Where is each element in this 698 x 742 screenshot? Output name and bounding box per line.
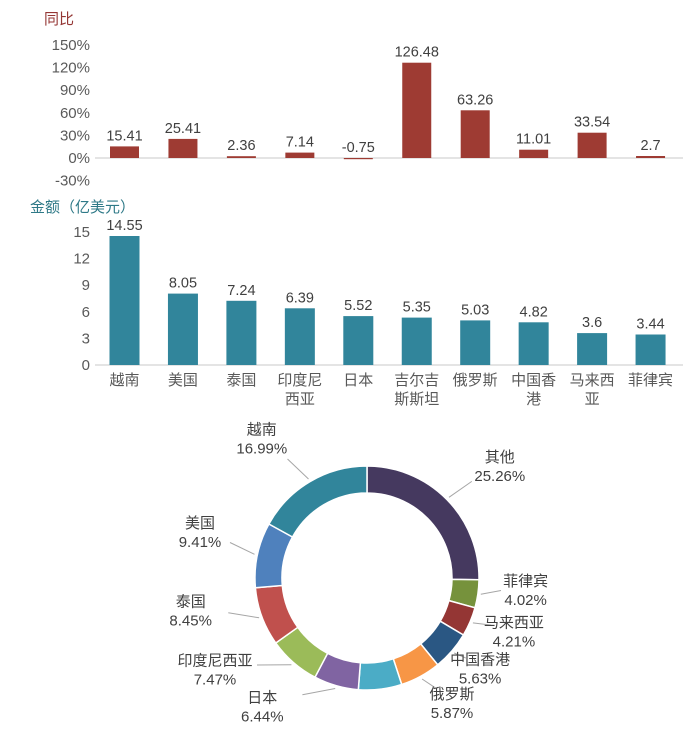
bar-value-label: 7.24 [227,283,255,299]
amount-bar [167,293,198,365]
amount-bar-chart: 15 12 9 6 3 0 14.55 8.05 7.24 6.39 5.52 5.35 5.03 4.8… [73,218,683,374]
bar-value-label: 4.82 [520,304,548,320]
y-axis-tick-label: 15 [73,224,90,241]
label-leader-line [229,542,255,555]
bar-value-label: 5.52 [344,298,372,314]
amount-bar [226,300,257,365]
y-axis-tick-label: 0% [68,150,90,167]
donut-label: 其他 25.26% [474,449,525,485]
amount-bar [577,333,608,365]
amount-bar [460,320,491,365]
x-category-label: 美国 [167,372,198,389]
donut-label: 马来西亚 4.21% [484,615,544,651]
bar-value-label: 8.05 [169,276,197,292]
label-leader-line [302,688,336,696]
amount-bar [284,308,315,365]
bar-value-label: 3.6 [582,315,602,331]
y-axis-tick-label: 60% [60,105,90,122]
yoy-bar [519,149,549,158]
donut-label: 美国 9.41% [179,515,222,551]
x-category-label: 菲律宾 [628,372,674,389]
y-axis-tick-label: 30% [60,127,90,144]
yoy-bar [168,138,198,158]
x-category-label: 马来西亚 [569,372,615,408]
label-leader-line [472,622,492,626]
bar-value-label: 33.54 [574,115,610,131]
donut-label: 日本 6.44% [241,690,284,726]
amount-bar [635,334,666,365]
yoy-bar-chart: 150% 120% 90% 60% 30% 0% -30% 15.41 25.41 2.36 7.1… [52,37,683,190]
y-axis-tick-label: 6 [82,304,90,321]
bar-value-label: 2.7 [640,138,660,154]
bar-value-label: 11.01 [516,132,551,148]
amount-bar [343,316,374,365]
label-leader-line [228,612,260,619]
yoy-bar [460,110,490,158]
donut-label: 俄罗斯 5.87% [429,686,474,722]
donut-label: 菲律宾 4.02% [503,573,548,609]
yoy-bar [110,146,139,158]
donut-label: 印度尼西亚 7.47% [177,653,252,689]
yoy-bar [343,158,373,160]
yoy-bar [577,132,607,158]
y-axis-tick-label: 150% [52,37,90,54]
x-category-label: 俄罗斯 [452,372,498,389]
amount-bar [401,317,432,365]
amount-bar [518,322,549,365]
bar-value-label: 5.03 [461,302,489,318]
donut-label: 越南 16.99% [236,422,287,458]
x-category-label: 越南 [109,372,140,389]
y-axis-tick-label: 9 [82,277,90,294]
x-category-label: 中国香港 [511,372,557,408]
share-donut-chart: 其他 25.26% 菲律宾 4.02% 马来西亚 4.21%中国香港 5.63%俄罗斯 5.8… [169,422,548,726]
x-category-label: 吉尔吉斯斯坦 [394,372,440,408]
label-leader-line [287,458,309,480]
amount-chart-title: 金额（亿美元） [30,199,136,216]
x-category-label: 日本 [343,372,374,389]
donut-label: 中国香港 5.63% [450,651,510,687]
y-axis-tick-label: -30% [55,173,90,190]
yoy-bar [636,156,666,158]
bar-value-label: 6.39 [286,290,314,306]
bar-value-label: 15.41 [106,128,142,144]
y-axis-tick-label: 120% [52,60,90,77]
y-axis-tick-label: 12 [73,251,90,268]
donut-segment [267,465,368,539]
label-leader-line [480,590,502,595]
label-leader-line [421,678,436,689]
bar-value-label: 25.41 [165,121,201,137]
bar-value-label: 3.44 [636,317,664,333]
bar-value-label: -0.75 [342,140,375,156]
yoy-bar [226,156,256,158]
x-category-label: 印度尼西亚 [277,372,323,408]
bar-value-label: 63.26 [457,92,493,108]
bar-value-label: 2.36 [227,138,255,154]
yoy-bar [402,62,432,159]
x-category-label: 泰国 [226,372,257,389]
bar-value-label: 14.55 [106,218,142,234]
y-axis-tick-label: 90% [60,82,90,99]
y-axis-tick-label: 0 [82,357,90,374]
label-leader-line [454,652,467,659]
bar-value-label: 126.48 [395,45,439,61]
y-axis-tick-label: 3 [82,330,90,347]
donut-label: 泰国 8.45% [169,594,212,630]
yoy-bar [285,152,315,158]
bar-value-label: 7.14 [286,135,314,151]
bar-value-label: 5.35 [403,300,431,316]
yoy-chart-title: 同比 [44,11,75,28]
amount-bar [109,236,140,365]
label-leader-line [448,480,473,498]
